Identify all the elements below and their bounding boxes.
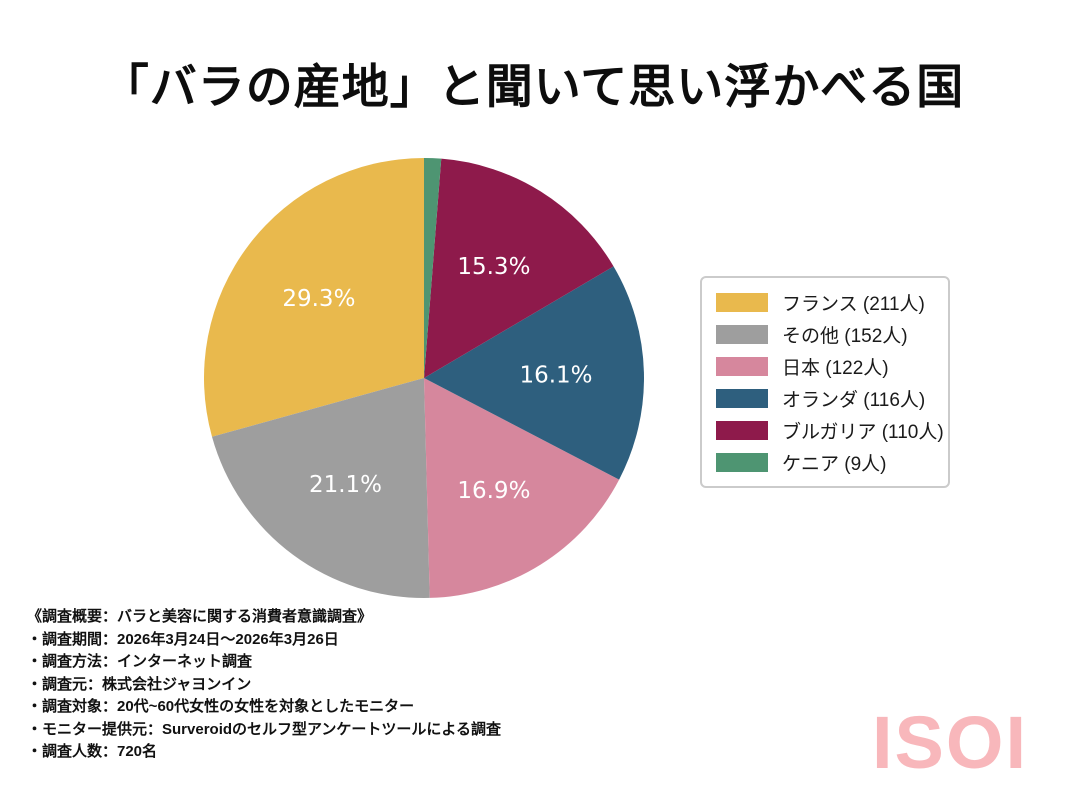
pie-chart-svg: 29.3% 21.1% 16.9% 16.1% 15.3% <box>204 158 644 598</box>
legend-item-5: ケニア (9人) <box>716 446 934 478</box>
legend-swatch-icon <box>716 292 768 312</box>
legend-item-1: その他 (152人) <box>716 318 934 350</box>
legend-item-4: ブルガリア (110人) <box>716 414 944 446</box>
legend-swatch-icon <box>716 388 768 408</box>
pie-pct-label-3: 16.1% <box>519 363 592 389</box>
legend-label: オランダ (116人) <box>782 389 926 411</box>
survey-note-line-0: 《調査概要：バラと美容に関する消費者意識調査》 <box>27 608 373 625</box>
legend-swatch-icon <box>716 452 768 472</box>
legend-swatch-icon <box>716 420 768 440</box>
survey-note-line-2: ・調査方法：インターネット調査 <box>27 653 253 670</box>
legend-item-0: フランス (211人) <box>716 286 934 318</box>
survey-note-line-6: ・調査人数：720名 <box>27 743 158 760</box>
pie-pct-label-0: 29.3% <box>282 286 355 312</box>
survey-note-line-1: ・調査期間：2026年3月24日～2026年3月26日 <box>27 630 339 648</box>
page-title: 「バラの産地」と聞いて思い浮かべる国 <box>101 60 965 113</box>
survey-note-line-5: ・モニター提供元：Surveroidのセルフ型アンケートツールによる調査 <box>27 720 501 738</box>
pie-chart: 29.3% 21.1% 16.9% 16.1% 15.3% <box>204 158 644 598</box>
survey-note-line-3: ・調査元：株式会社ジャヨンイン <box>27 675 252 693</box>
legend-item-3: オランダ (116人) <box>716 382 934 414</box>
pie-slice-1 <box>212 378 430 598</box>
pie-pct-label-4: 15.3% <box>457 254 530 280</box>
pie-slice-5 <box>424 158 442 378</box>
legend-item-2: 日本 (122人) <box>716 350 934 382</box>
legend-label: その他 (152人) <box>782 325 908 347</box>
pie-slice-2 <box>424 378 620 598</box>
pie-pct-label-1: 21.1% <box>309 472 382 498</box>
survey-note-line-4: ・調査対象：20代~60代女性の女性を対象としたモニター <box>27 698 415 715</box>
pie-slice-4 <box>424 158 614 378</box>
legend-label: フランス (211人) <box>782 293 925 315</box>
legend-swatch-icon <box>716 356 768 376</box>
legend-label: ケニア (9人) <box>782 453 887 475</box>
legend-swatch-icon <box>716 324 768 344</box>
legend-label: 日本 (122人) <box>782 357 889 379</box>
brand-logo: ISOI <box>872 701 1029 784</box>
legend-label: ブルガリア (110人) <box>782 421 944 443</box>
survey-notes: 《調査概要：バラと美容に関する消費者意識調査》 ・調査期間：2026年3月24日～… <box>27 606 501 764</box>
pie-slice-0 <box>204 158 424 437</box>
pie-pct-label-2: 16.9% <box>457 478 530 504</box>
legend: フランス (211人) その他 (152人) 日本 (122人) オランダ (116人… <box>700 276 950 488</box>
pie-slice-3 <box>424 266 644 480</box>
